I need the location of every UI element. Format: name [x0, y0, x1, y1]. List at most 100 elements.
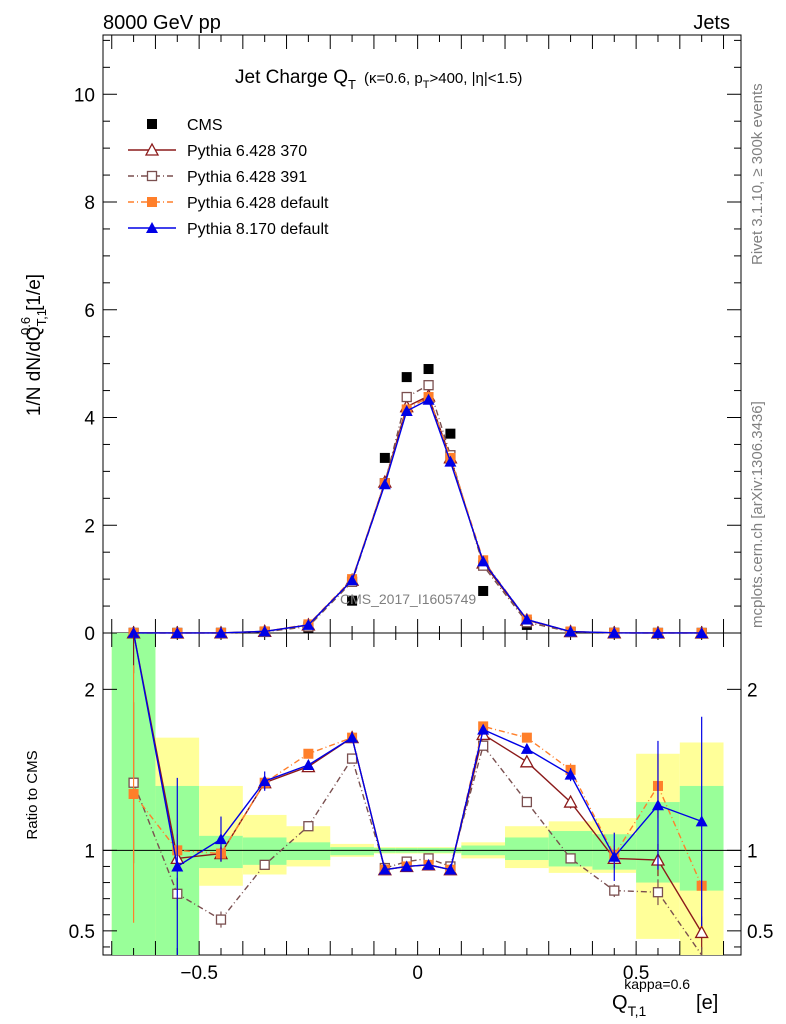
ratio-data-point [303, 748, 314, 759]
ratio-ytick-label-left: 1 [84, 841, 95, 862]
main-data-point [127, 626, 140, 638]
main-ytick-label: 10 [74, 85, 95, 106]
main-ylabel-text: 1/N dN/dQ [24, 326, 45, 416]
main-data-point [608, 626, 621, 638]
legend-entry: Pythia 8.170 default [128, 221, 329, 238]
chart-title-sub: T [348, 77, 356, 92]
ratio-xtick-label: 0.5 [623, 963, 649, 984]
ratio-data-point [563, 794, 578, 808]
main-data-point [520, 613, 533, 625]
legend-marker [146, 170, 158, 182]
main-data-point [401, 372, 412, 383]
chart-title-suffix-tail: >400, |η|<1.5) [429, 70, 522, 87]
legend-label: Pythia 6.428 default [187, 195, 329, 212]
band-green-bin [330, 847, 374, 856]
main-data-point [564, 625, 577, 637]
main-data-point [258, 625, 271, 637]
ratio-data-point [651, 799, 664, 811]
ratio-data-point [521, 796, 533, 808]
main-series-line [133, 398, 702, 634]
main-data-point [695, 626, 708, 638]
ratio-data-point [303, 821, 314, 832]
chart-title: Jet Charge QT (κ=0.6, pT>400, |η|<1.5) [235, 67, 522, 92]
legend-marker [147, 197, 157, 207]
ratio-data-point [477, 723, 490, 735]
ratio-data-point [608, 850, 621, 862]
ratio-series-line [132, 633, 702, 871]
legend-label: Pythia 8.170 default [187, 221, 329, 238]
ratio-data-point [652, 887, 664, 898]
ratio-data-point [609, 885, 620, 896]
ratio-data-point [564, 768, 577, 780]
analysis-watermark: CMS_2017_I1605749 [340, 591, 476, 607]
legend-marker [144, 142, 160, 156]
ratio-ytick-label-left: 0.5 [69, 922, 95, 943]
header-right: Jets [693, 12, 730, 34]
main-data-point [423, 364, 434, 375]
main-ylabel-sub: T,1 [34, 309, 49, 326]
main-data-point [478, 585, 489, 596]
main-data-point [651, 626, 664, 638]
ratio-data-point [694, 925, 709, 939]
legend-entry: Pythia 6.428 391 [128, 169, 307, 186]
legend-entry: Pythia 6.428 default [128, 195, 329, 212]
main-data-point [477, 555, 490, 567]
legend-entry: CMS [147, 117, 223, 134]
ratio-ytick-label-left: 2 [84, 680, 95, 701]
ratio-data-point [258, 775, 271, 787]
main-ylabel-sup: 0.6 [18, 317, 33, 335]
ratio-data-point [521, 732, 532, 743]
side-label-top: Rivet 3.1.10, ≥ 300k events [749, 83, 766, 265]
main-data-point [346, 574, 359, 586]
main-data-point [214, 626, 227, 638]
main-data-point [171, 626, 184, 638]
ratio-data-point [214, 833, 227, 845]
ratio-data-point [520, 742, 533, 754]
ratio-series [132, 633, 708, 955]
main-data-point [302, 618, 315, 630]
chart-title-suffix: (κ=0.6, p [364, 70, 423, 87]
xlabel-unit: [e] [696, 992, 718, 1014]
main-ytick-label: 8 [84, 193, 95, 214]
ratio-ytick-label-right: 2 [747, 680, 758, 701]
main-data-point [347, 595, 358, 606]
xlabel-sub: T,1 [628, 1003, 647, 1019]
side-label-bottom: mcplots.cern.ch [arXiv:1306.3436] [749, 401, 766, 628]
main-series [127, 393, 708, 638]
main-ytick-label: 6 [84, 301, 95, 322]
ratio-ylabel: Ratio to CMS [24, 750, 41, 839]
legend-label: Pythia 6.428 391 [187, 169, 307, 186]
main-data-point [422, 393, 435, 405]
legend: CMS Pythia 6.428 370 Pythia 6.428 391 Pythi… [128, 117, 329, 238]
main-ylabel-unit: [1/e] [24, 274, 45, 311]
ratio-xtick-label: 0 [412, 963, 423, 984]
ratio-data-point [215, 914, 227, 925]
ratio-axis-ticks: 0.5 0.5 1 1 2 2 −0.5 0 0.5 [69, 633, 773, 984]
legend-label: Pythia 6.428 370 [187, 143, 307, 160]
main-data-point [444, 455, 457, 467]
ratio-data-point [422, 858, 435, 870]
legend-entry: Pythia 6.428 370 [128, 142, 307, 160]
main-ytick-label: 0 [84, 624, 95, 645]
main-data-point [400, 405, 413, 417]
legend-label: CMS [187, 117, 223, 134]
main-data-point [423, 380, 434, 391]
ratio-data-point [378, 863, 391, 875]
main-series-group [126, 364, 709, 639]
ratio-uncertainty-bands [111, 633, 724, 955]
main-data-point [401, 391, 412, 403]
ratio-data-point [302, 759, 315, 771]
ratio-data-point [519, 754, 534, 768]
legend-marker [147, 119, 157, 129]
xlabel: QT,1 kappa=0.6 [e] [612, 976, 718, 1019]
main-ylabel: 1/N dN/dQT,10.6 [1/e] [18, 274, 49, 416]
ratio-data-point [346, 753, 358, 764]
ratio-ytick-label-right: 1 [747, 841, 758, 862]
ratio-series-clip [128, 633, 709, 955]
header-left: 8000 GeV pp [103, 12, 221, 34]
ratio-data-point [695, 815, 708, 827]
ratio-xtick-label: −0.5 [180, 963, 218, 984]
main-data-point [445, 428, 456, 439]
legend-marker [146, 222, 158, 233]
